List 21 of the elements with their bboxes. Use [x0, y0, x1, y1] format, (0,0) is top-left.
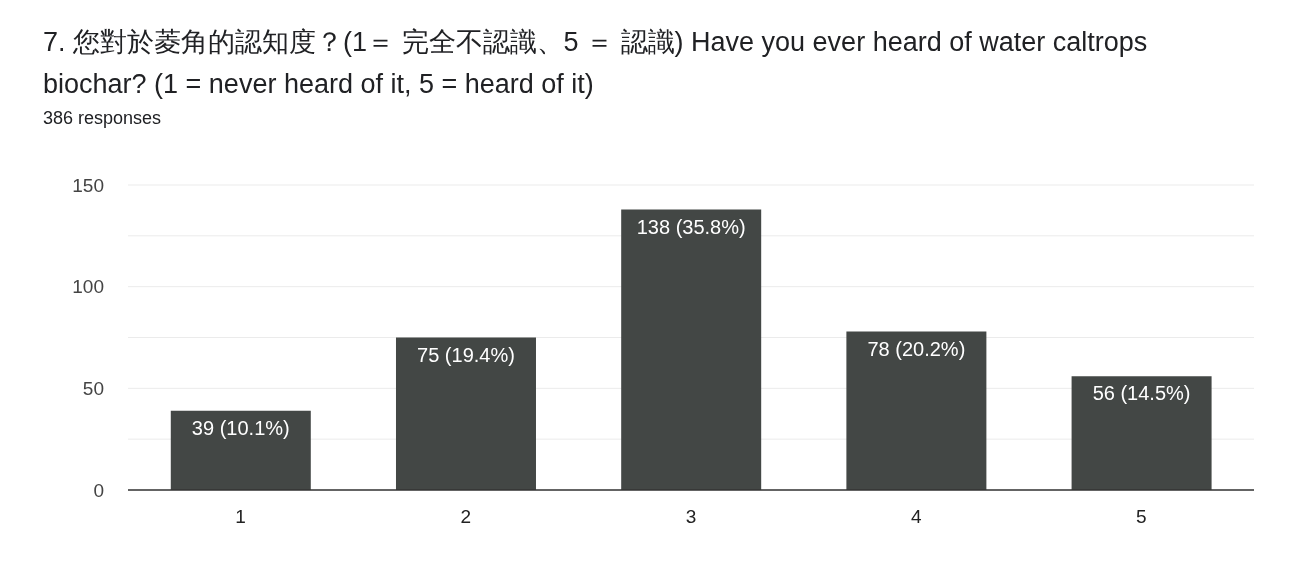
bar: [846, 331, 987, 490]
y-tick-label: 100: [72, 276, 104, 298]
bar: [170, 410, 311, 490]
data-label: 78 (20.2%): [867, 337, 966, 360]
data-label: 56 (14.5%): [1092, 382, 1191, 405]
x-tick-label: 4: [910, 506, 922, 528]
x-tick-label: 2: [460, 506, 472, 528]
y-tick-label: 0: [93, 479, 104, 501]
x-tick-label: 1: [235, 506, 246, 528]
bar: [395, 337, 536, 490]
data-label: 138 (35.8%): [636, 215, 746, 238]
chart-title: 7. 您對於菱角的認知度？(1＝ 完全不認識、5 ＝ 認識) Have you ever heard of water caltrops biochar? (1 = never heard of it, 5 = heard of it): [43, 26, 1149, 101]
y-tick-label: 150: [72, 174, 104, 196]
bar: [621, 209, 762, 490]
x-tick-label: 5: [1136, 506, 1147, 528]
y-tick-label: 50: [82, 378, 104, 400]
data-label: 75 (19.4%): [417, 343, 515, 366]
data-label: 39 (10.1%): [191, 416, 290, 439]
bar: [1071, 376, 1212, 490]
chart-subtitle: 386 responses: [43, 107, 163, 130]
x-tick-label: 3: [685, 506, 697, 528]
